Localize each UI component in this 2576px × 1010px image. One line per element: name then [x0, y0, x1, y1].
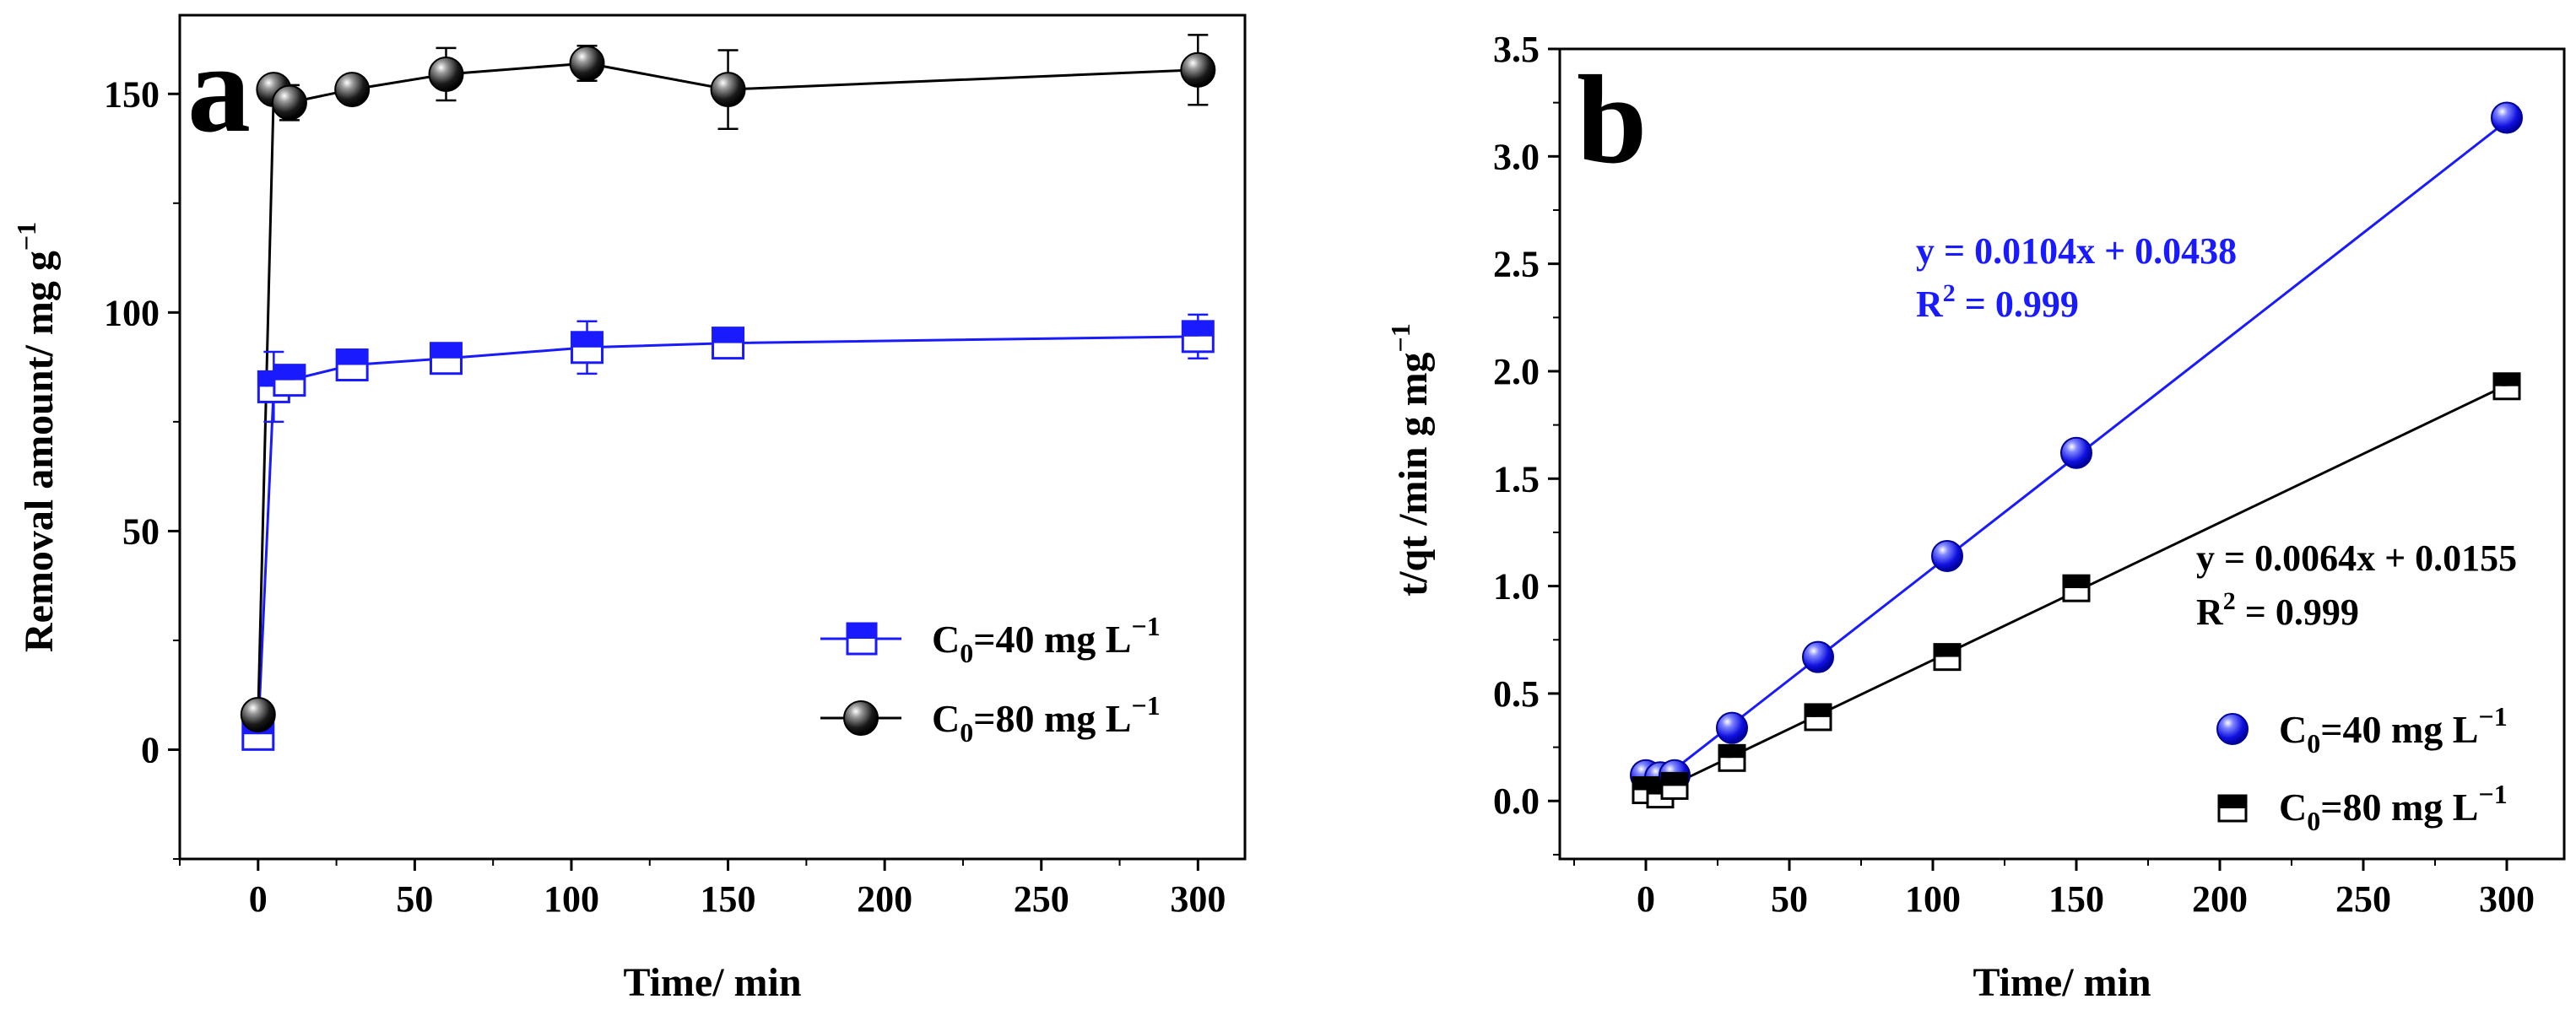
- panel-b-plot-frame: [1558, 47, 2566, 861]
- panel-b-x-axis-label: Time/ min: [1973, 960, 2151, 1005]
- fit-r2-black: R2 = 0.999: [2196, 587, 2359, 633]
- panel-a-point-80: [569, 45, 605, 81]
- panel-b-y-tick-label: 1.0: [1493, 566, 1540, 608]
- legend-a-40-marker: [846, 622, 878, 656]
- legend-a-80-marker: [843, 700, 879, 736]
- panel-a-x-tick-label: 250: [1014, 878, 1069, 920]
- panel-a-point-80: [428, 56, 464, 92]
- panel-a-y-tick-label: 150: [104, 73, 160, 115]
- legend-b-80-label: C0=80 mg L−1: [2279, 779, 2508, 836]
- panel-a-y-axis-label: Removal amount/ mg g−1: [11, 222, 62, 652]
- panel-b-point-80: [1804, 703, 1832, 732]
- panel-a-x-tick-label: 150: [701, 878, 756, 920]
- panel-b-y-tick-label: 2.5: [1493, 244, 1540, 285]
- panel-b-letter: b: [1577, 50, 1647, 190]
- panel-a-ticks: 0 50 100 150 200 250 300 0 50 100 150: [104, 73, 1226, 920]
- panel-b-y-tick-label: 2.0: [1493, 351, 1540, 392]
- fit-equation-black: y = 0.0064x + 0.0155: [2196, 537, 2517, 579]
- panel-a-point-80: [1180, 51, 1216, 88]
- fit-r2-blue: R2 = 0.999: [1916, 279, 2079, 325]
- panel-a-x-tick-label: 50: [396, 878, 433, 920]
- panel-b-point-40: [1931, 539, 1963, 572]
- legend-b-80-marker: [2217, 794, 2248, 823]
- panel-a-point-40: [1181, 320, 1215, 354]
- panel-b-y-tick-label: 3.5: [1493, 29, 1540, 70]
- panel-a-point-80: [334, 72, 371, 108]
- panel-a-legend: C0=40 mg L−1 C0=80 mg L−1: [820, 611, 1161, 748]
- panel-a-point-40: [712, 327, 745, 360]
- panel-b-point-40: [1716, 711, 1748, 744]
- panel-b-ticks: 0 50 100 150 200 250 300 0.0 0.5 1.0 1.5 2.0 2.5 3.0 3…: [1493, 29, 2535, 920]
- panel-b-markers: [1630, 101, 2523, 809]
- panel-a-x-tick-label: 300: [1170, 878, 1226, 920]
- panel-b-chart: 0 50 100 150 200 250 300 0.0 0.5 1.0 1.5 2.0 2.5 3.0 3…: [1385, 29, 2566, 1005]
- panel-a-point-80: [240, 697, 276, 733]
- panel-b-y-tick-label: 0.5: [1493, 673, 1540, 715]
- panel-a-plot-frame: [178, 14, 1247, 861]
- legend-a-40-label: C0=40 mg L−1: [932, 611, 1161, 668]
- panel-b-y-tick-label: 1.5: [1493, 458, 1540, 500]
- panel-b-x-tick-label: 300: [2479, 878, 2535, 920]
- panel-b-point-80: [1660, 771, 1689, 800]
- panel-a-point-40: [335, 348, 369, 382]
- panel-b-x-tick-label: 250: [2335, 878, 2391, 920]
- panel-a-y-tick-label: 0: [141, 729, 160, 770]
- panel-a-y-tick-label: 50: [122, 510, 160, 552]
- panel-a-letter: a: [187, 19, 251, 159]
- panel-a-series-line: [257, 335, 1199, 735]
- legend-b-40-label: C0=40 mg L−1: [2279, 701, 2508, 759]
- panel-a-x-axis-label: Time/ min: [623, 960, 801, 1005]
- panel-b-y-tick-label: 0.0: [1493, 780, 1540, 822]
- legend-a-80-label: C0=80 mg L−1: [932, 690, 1161, 748]
- panel-b-x-tick-label: 150: [2048, 878, 2104, 920]
- panel-b-point-80: [2492, 372, 2521, 401]
- panel-b-x-tick-label: 200: [2192, 878, 2248, 920]
- legend-b-40-marker: [2216, 713, 2249, 745]
- panel-a-x-tick-label: 0: [249, 878, 268, 920]
- panel-a-x-tick-label: 200: [857, 878, 912, 920]
- panel-b-point-40: [2060, 436, 2092, 469]
- panel-b-y-axis-label: t/qt /min g mg−1: [1385, 323, 1436, 597]
- panel-a-point-40: [273, 364, 306, 397]
- panel-a-point-40: [571, 331, 604, 365]
- panel-a-x-tick-label: 100: [544, 878, 599, 920]
- panel-b-x-tick-label: 0: [1637, 878, 1655, 920]
- panel-b-y-tick-label: 3.0: [1493, 136, 1540, 177]
- panel-a-point-80: [271, 84, 307, 121]
- panel-b-point-80: [1718, 743, 1746, 772]
- panel-b-point-80: [2062, 574, 2091, 602]
- panel-b-point-80: [1933, 643, 1962, 672]
- panel-a-y-tick-label: 100: [104, 292, 160, 333]
- fit-equation-blue: y = 0.0104x + 0.0438: [1916, 230, 2237, 272]
- panel-a-point-40: [430, 342, 463, 375]
- panel-b-legend: C0=40 mg L−1 C0=80 mg L−1: [2216, 701, 2508, 836]
- panel-b-point-40: [1802, 640, 1834, 673]
- panel-b-x-tick-label: 100: [1905, 878, 1961, 920]
- panel-b-x-tick-label: 50: [1771, 878, 1808, 920]
- panel-b-point-40: [2491, 101, 2523, 134]
- panel-a-markers: [240, 45, 1216, 751]
- panel-a-point-80: [710, 72, 746, 108]
